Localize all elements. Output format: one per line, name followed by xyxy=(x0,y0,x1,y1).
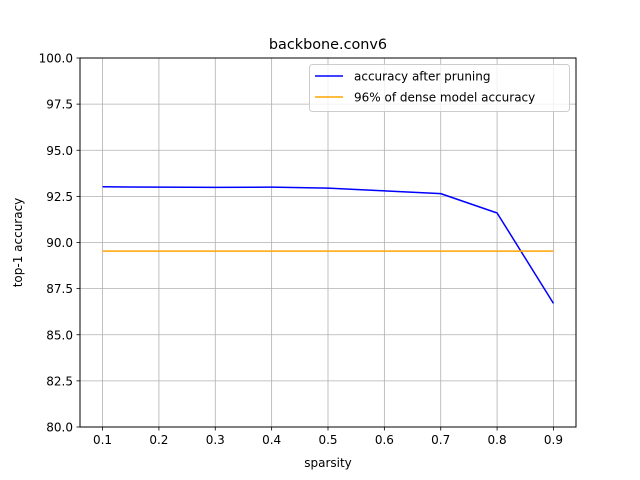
legend-label-accuracy: accuracy after pruning xyxy=(354,70,490,84)
x-tick-label: 0.4 xyxy=(262,433,281,447)
y-tick-label: 80.0 xyxy=(46,421,73,435)
y-tick-label: 82.5 xyxy=(46,374,73,388)
chart-title: backbone.conv6 xyxy=(269,37,387,53)
y-tick-label: 92.5 xyxy=(46,190,73,204)
x-tick-label: 0.5 xyxy=(318,433,337,447)
legend-box xyxy=(309,64,570,112)
y-tick-label: 97.5 xyxy=(46,98,73,112)
x-tick-label: 0.1 xyxy=(93,433,112,447)
x-axis-label: sparsity xyxy=(304,456,352,470)
x-tick-label: 0.9 xyxy=(544,433,563,447)
x-tick-label: 0.6 xyxy=(375,433,394,447)
y-tick-label: 87.5 xyxy=(46,282,73,296)
y-tick-label: 95.0 xyxy=(46,144,73,158)
y-axis-label: top-1 accuracy xyxy=(11,198,25,288)
y-tick-label: 90.0 xyxy=(46,236,73,250)
x-axis-ticks: 0.1 0.2 0.3 0.4 0.5 0.6 0.7 0.8 0.9 xyxy=(93,427,563,447)
x-tick-label: 0.2 xyxy=(149,433,168,447)
y-tick-label: 100.0 xyxy=(39,52,73,66)
x-tick-label: 0.8 xyxy=(488,433,507,447)
x-tick-label: 0.7 xyxy=(431,433,450,447)
y-tick-label: 85.0 xyxy=(46,328,73,342)
plot-series xyxy=(102,186,555,304)
x-tick-label: 0.3 xyxy=(206,433,225,447)
y-axis-ticks: 80.0 82.5 85.0 87.5 90.0 92.5 95.0 97.5 100.0 xyxy=(39,52,80,435)
series-line-accuracy-after-pruning xyxy=(102,186,555,304)
legend-label-dense-threshold: 96% of dense model accuracy xyxy=(354,91,535,105)
legend: accuracy after pruning 96% of dense mode… xyxy=(309,64,570,112)
